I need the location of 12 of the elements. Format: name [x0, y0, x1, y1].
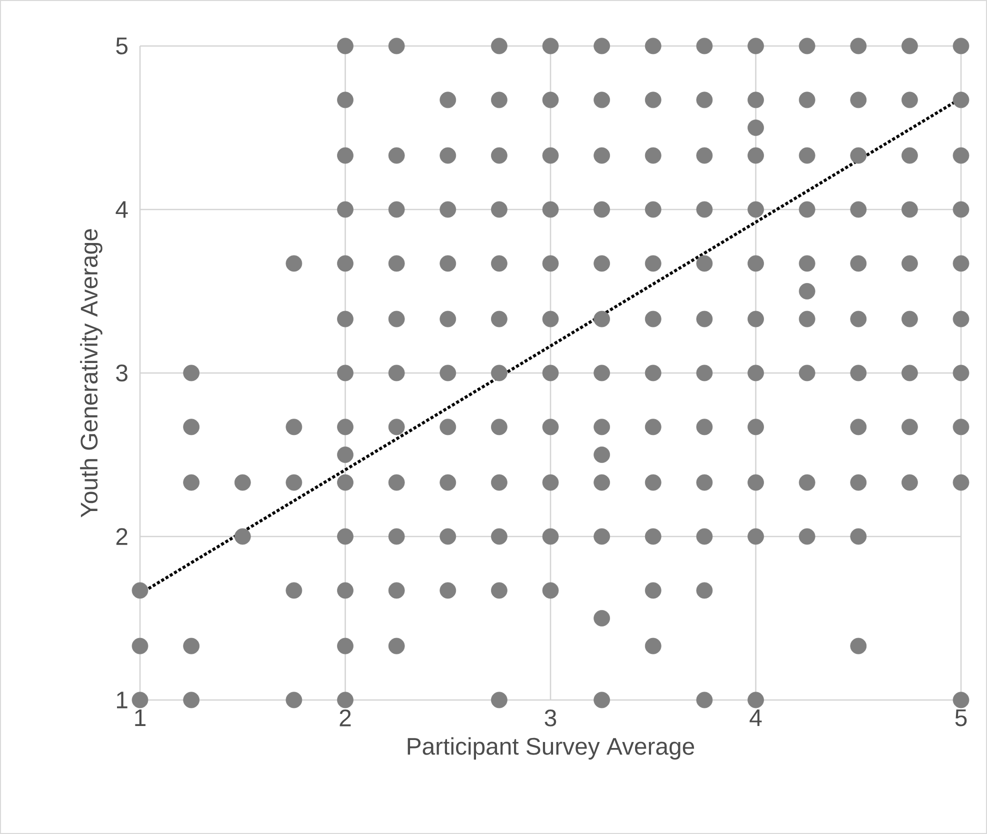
y-tick-label: 4 [116, 201, 128, 218]
y-axis-title: Youth Generativity Average [80, 229, 102, 518]
x-tick-label: 1 [135, 710, 146, 726]
x-axis-title: Participant Survey Average [408, 737, 694, 760]
y-tick-label: 1 [117, 692, 128, 708]
y-tick-label: 3 [116, 364, 128, 382]
x-tick-label: 3 [544, 710, 556, 726]
x-tick-label: 5 [955, 710, 967, 726]
x-tick-label: 4 [750, 710, 762, 726]
y-tick-label: 2 [116, 528, 128, 545]
x-tick-label: 2 [340, 710, 351, 726]
y-tick-label: 5 [116, 38, 128, 54]
